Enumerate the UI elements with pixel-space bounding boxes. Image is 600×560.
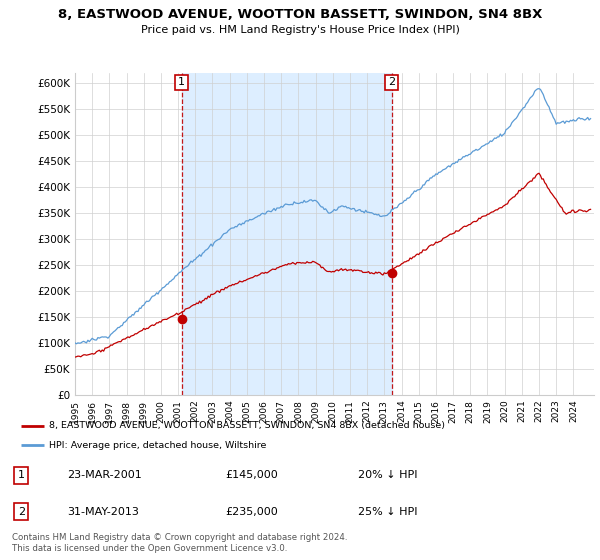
Text: £235,000: £235,000 [225,507,278,517]
Text: Contains HM Land Registry data © Crown copyright and database right 2024.
This d: Contains HM Land Registry data © Crown c… [12,533,347,553]
Text: 8, EASTWOOD AVENUE, WOOTTON BASSETT, SWINDON, SN4 8BX (detached house): 8, EASTWOOD AVENUE, WOOTTON BASSETT, SWI… [49,421,445,430]
Text: HPI: Average price, detached house, Wiltshire: HPI: Average price, detached house, Wilt… [49,441,267,450]
Bar [182,73,392,395]
Text: 8, EASTWOOD AVENUE, WOOTTON BASSETT, SWINDON, SN4 8BX: 8, EASTWOOD AVENUE, WOOTTON BASSETT, SWI… [58,8,542,21]
Text: Price paid vs. HM Land Registry's House Price Index (HPI): Price paid vs. HM Land Registry's House … [140,25,460,35]
Text: 31-MAY-2013: 31-MAY-2013 [67,507,139,517]
Text: 25% ↓ HPI: 25% ↓ HPI [358,507,417,517]
Text: 1: 1 [178,77,185,87]
Text: £145,000: £145,000 [225,470,278,480]
Text: 2: 2 [18,507,25,517]
Text: 20% ↓ HPI: 20% ↓ HPI [358,470,417,480]
Text: 23-MAR-2001: 23-MAR-2001 [67,470,142,480]
Text: 2: 2 [388,77,395,87]
Text: 1: 1 [18,470,25,480]
